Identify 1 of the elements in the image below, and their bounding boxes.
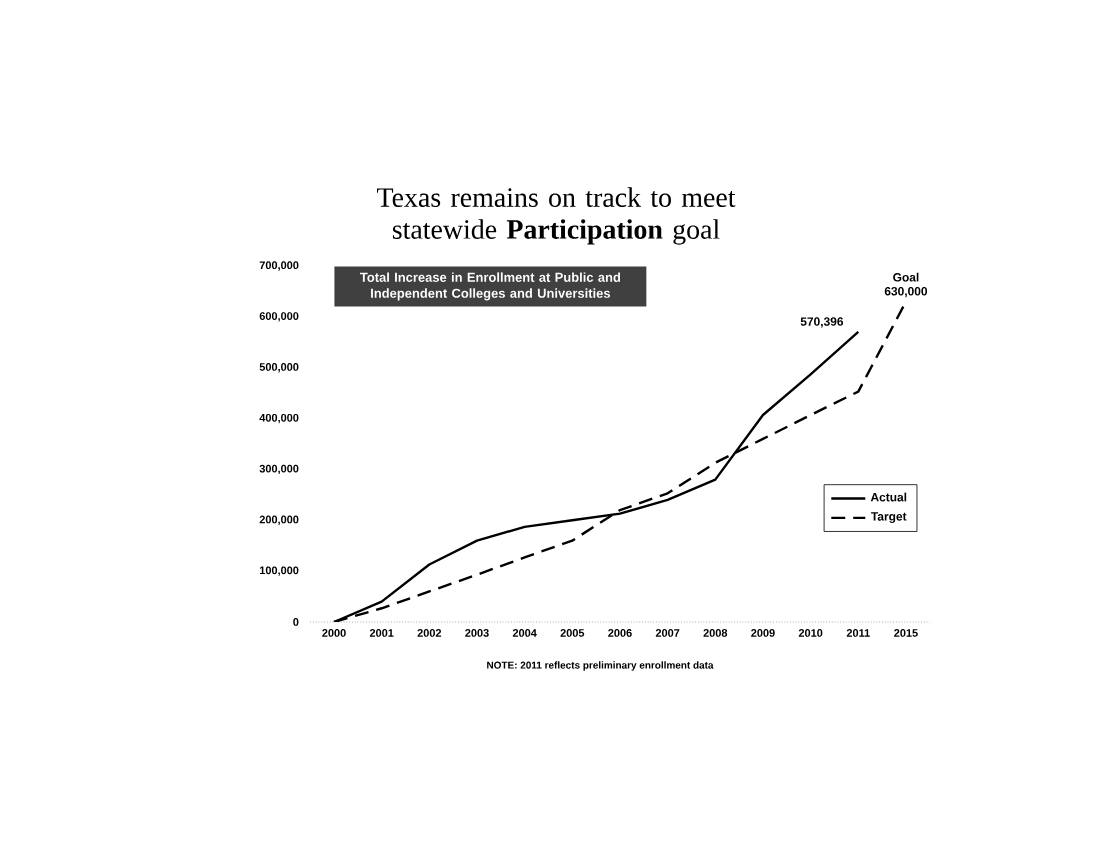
chart-title: Texas remains on track to meet statewide Participation goal xyxy=(377,187,736,245)
